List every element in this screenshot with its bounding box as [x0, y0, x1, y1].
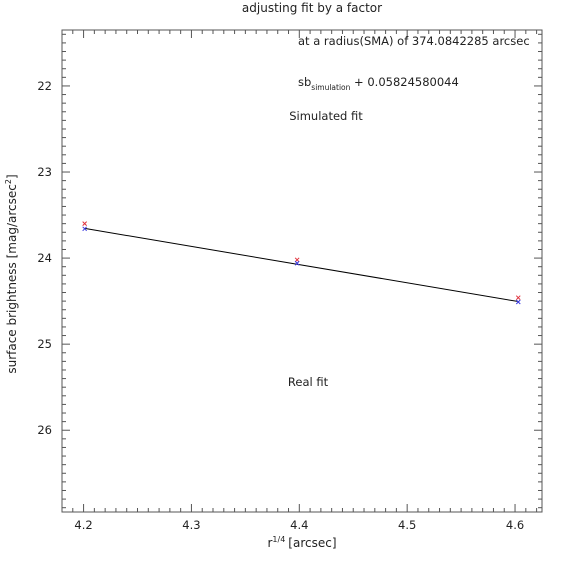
y-tick-label: 26	[37, 423, 52, 437]
x-axis-title-base: r	[267, 536, 272, 550]
point-stroke	[515, 299, 521, 305]
fit-line	[84, 227, 519, 303]
x-tick-label: 4.2	[74, 518, 92, 532]
radius-prefix: at a radius(SMA) of	[298, 34, 412, 48]
axis-ticks: 4.2 4.3 4.4 4.5 4.6 22 23 24 25 26	[37, 30, 542, 532]
x-axis-title: r1/4 [arcsec]	[267, 535, 336, 550]
point-stroke	[82, 226, 88, 232]
plot-frame	[61, 29, 543, 513]
x-axis-title-sup: 1/4	[272, 535, 285, 544]
y-tick-label: 22	[37, 79, 52, 93]
y-axis-title: surface brightness [mag/arcsec2]	[4, 174, 19, 373]
x-tick-label: 4.5	[398, 518, 416, 532]
point-stroke	[515, 295, 521, 301]
sb-subscript: simulation	[311, 83, 350, 92]
simulated-fit-point	[515, 295, 521, 301]
x-tick-label: 4.6	[506, 518, 524, 532]
real-fit-point	[294, 260, 300, 266]
x-tick-label: 4.4	[290, 518, 308, 532]
chart-title: adjusting fit by a factor	[242, 1, 382, 15]
legend-simulated-fit: Simulated fit	[289, 109, 363, 123]
radius-value: 374.0842285	[412, 34, 489, 48]
radius-unit: arcsec	[489, 34, 530, 48]
real-fit-point	[515, 299, 521, 305]
y-axis-title-end: ]	[5, 174, 19, 179]
y-tick-label: 25	[37, 337, 52, 351]
simulated-fit-point	[82, 221, 88, 227]
y-axis-title-sup: 2	[4, 179, 13, 184]
point-stroke	[82, 221, 88, 227]
sb-annotation: sbsimulation + 0.05824580044	[298, 75, 459, 92]
simulated-fit-point	[294, 257, 300, 263]
point-stroke	[294, 257, 300, 263]
y-tick-label: 23	[37, 165, 52, 179]
sb-base: sb	[298, 75, 311, 89]
real-fit-point	[82, 226, 88, 232]
y-tick-label: 24	[37, 251, 52, 265]
plot-marks	[82, 221, 521, 305]
radius-annotation: at a radius(SMA) of 374.0842285 arcsec	[298, 34, 530, 48]
legend-real-fit: Real fit	[288, 375, 329, 389]
x-tick-label: 4.3	[182, 518, 200, 532]
y-axis-title-base: surface brightness [mag/arcsec	[5, 184, 19, 374]
x-axis-title-unit: [arcsec]	[288, 536, 336, 550]
point-stroke	[294, 260, 300, 266]
sb-rest: + 0.05824580044	[350, 75, 458, 89]
